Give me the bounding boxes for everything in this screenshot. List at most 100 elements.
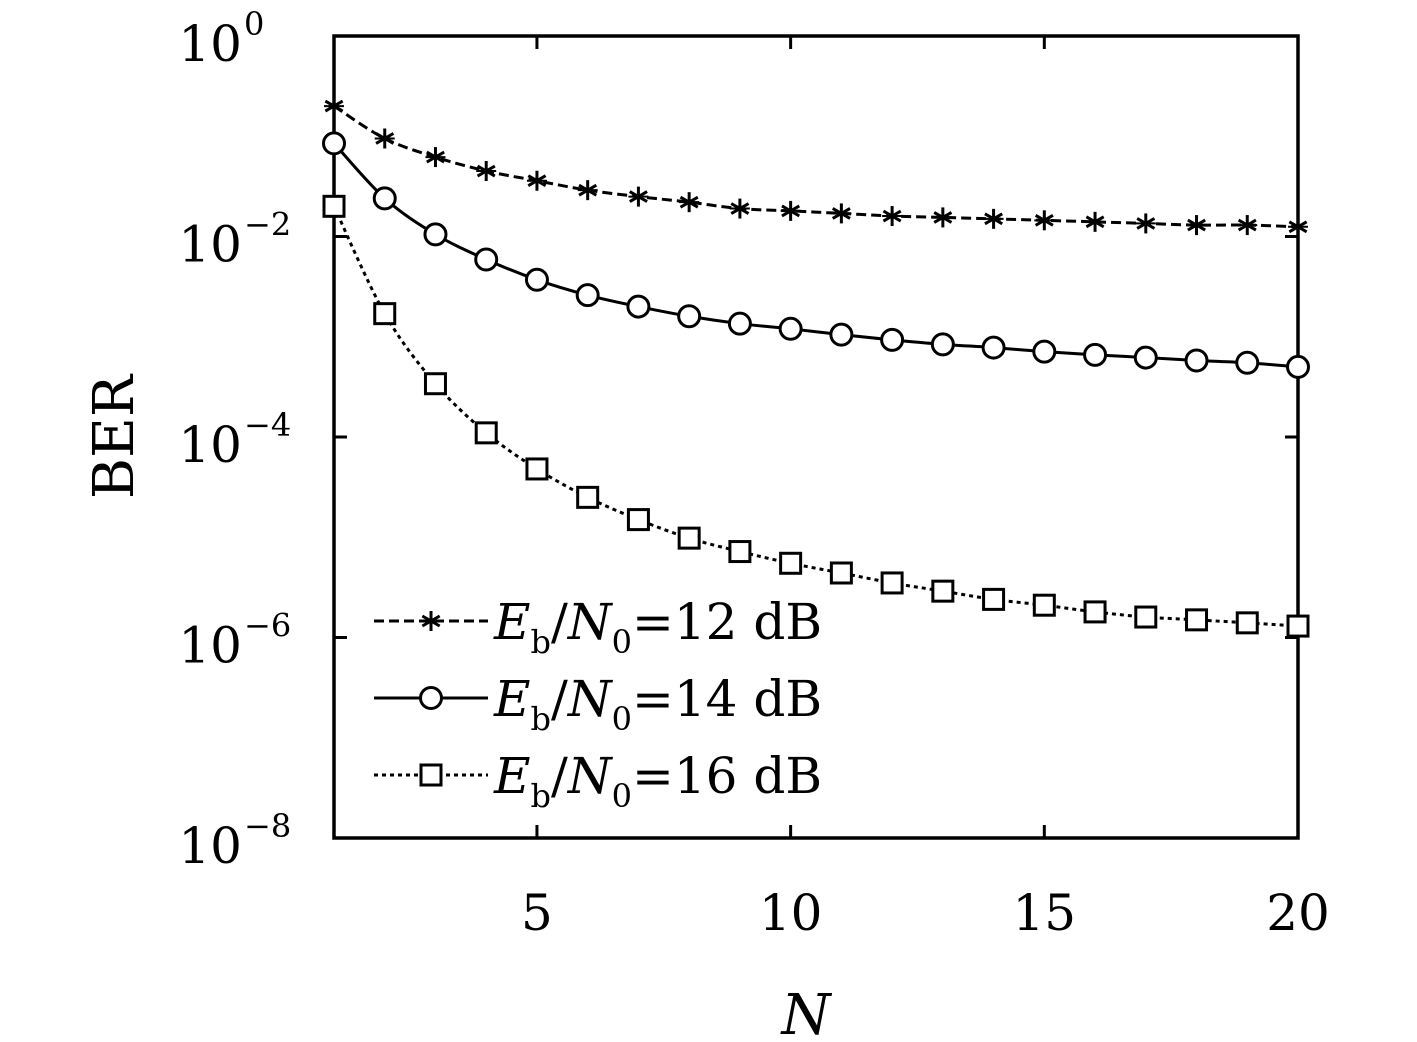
series-markers (322, 194, 1310, 638)
square-marker (829, 561, 853, 585)
circle-marker (419, 686, 443, 710)
circle-marker (423, 222, 448, 247)
y-axis-label: BER (82, 373, 147, 499)
square-marker (419, 763, 443, 787)
square-marker (677, 526, 701, 550)
circle-marker (322, 131, 346, 156)
legend-entry-3: Eb/N0=16 dB (374, 747, 822, 815)
circle-marker (1032, 339, 1057, 364)
star-marker (425, 147, 446, 168)
star-marker (1288, 216, 1308, 237)
y-tick-base: 10 (178, 617, 242, 675)
legend-label: Eb/N0=12 dB (493, 593, 822, 661)
star-marker (1034, 210, 1055, 231)
circle-marker (880, 327, 905, 352)
star-marker (729, 198, 750, 219)
circle-marker (829, 322, 854, 347)
circle-marker (372, 186, 397, 211)
x-axis-label: N (780, 983, 833, 1042)
star-marker (476, 161, 497, 182)
square-marker (1235, 611, 1259, 635)
y-tick-label: 10 −8 (178, 807, 291, 875)
y-tick-base: 10 (178, 15, 242, 73)
circle-marker (930, 332, 955, 357)
star-marker (1085, 211, 1106, 232)
square-marker (931, 579, 955, 603)
square-marker (728, 540, 752, 564)
series-2 (322, 131, 1310, 379)
y-tick-exponent: −4 (244, 406, 291, 444)
square-marker (1185, 608, 1209, 632)
legend-label: Eb/N0=16 dB (493, 747, 822, 815)
legend-entry-2: Eb/N0=14 dB (374, 670, 822, 738)
star-marker (421, 611, 441, 631)
legend-label: Eb/N0=14 dB (493, 670, 822, 738)
circle-marker (626, 294, 651, 319)
circle-marker (474, 247, 499, 272)
square-marker (373, 302, 397, 326)
x-tick-label: 10 (759, 884, 823, 942)
legend: Eb/N0=12 dB Eb/N0=14 dB Eb/N0=16 dB (374, 593, 822, 815)
series-layer (322, 96, 1310, 638)
square-marker (322, 194, 346, 218)
y-tick-base: 10 (178, 416, 242, 474)
star-marker (882, 206, 903, 227)
square-marker (1134, 605, 1158, 629)
star-marker (831, 203, 852, 224)
series-markers (322, 131, 1310, 379)
y-tick-exponent: −2 (244, 206, 291, 244)
circle-marker (778, 316, 803, 341)
star-marker (1135, 213, 1156, 234)
series-1 (324, 96, 1308, 237)
y-tick-label: 10 0 (178, 5, 264, 73)
square-marker (982, 587, 1006, 611)
star-marker (628, 186, 649, 207)
circle-marker (524, 267, 549, 292)
star-marker (324, 96, 344, 117)
x-tick-labels: 5 10 15 20 (521, 884, 1330, 942)
legend-entry-1: Eb/N0=12 dB (374, 593, 822, 661)
circle-marker (1184, 348, 1209, 373)
circle-marker (1133, 345, 1158, 370)
star-marker (983, 208, 1004, 229)
y-tick-label: 10 −6 (178, 607, 291, 675)
square-marker (423, 372, 447, 396)
series-3 (322, 194, 1310, 638)
square-marker (1083, 600, 1107, 624)
circle-marker (677, 304, 702, 329)
y-tick-exponent: −6 (244, 607, 291, 645)
star-marker (374, 128, 395, 149)
square-marker (525, 457, 549, 481)
square-marker (1286, 614, 1310, 638)
series-line (332, 205, 1299, 628)
square-marker (1032, 593, 1056, 617)
square-marker (474, 421, 498, 445)
x-tick-label: 5 (521, 884, 553, 942)
square-marker (576, 485, 600, 509)
circle-marker (981, 335, 1006, 360)
square-marker (626, 508, 650, 532)
circle-marker (1235, 350, 1260, 375)
circle-marker (575, 283, 600, 308)
square-marker (880, 571, 904, 595)
square-marker (779, 551, 803, 575)
series-markers (324, 96, 1308, 237)
circle-marker (1083, 342, 1108, 367)
star-marker (526, 170, 547, 191)
star-marker (780, 200, 801, 221)
y-tick-base: 10 (178, 817, 242, 875)
star-marker (1186, 215, 1207, 236)
y-tick-label: 10 −4 (178, 406, 291, 474)
star-marker (679, 192, 700, 213)
y-tick-label: 10 −2 (178, 206, 291, 274)
star-marker (932, 207, 953, 228)
star-marker (577, 180, 598, 201)
circle-marker (1286, 354, 1310, 379)
x-tick-label: 20 (1266, 884, 1330, 942)
x-tick-label: 15 (1013, 884, 1077, 942)
y-tick-base: 10 (178, 216, 242, 274)
y-tick-exponent: 0 (244, 5, 264, 43)
circle-marker (727, 311, 752, 336)
